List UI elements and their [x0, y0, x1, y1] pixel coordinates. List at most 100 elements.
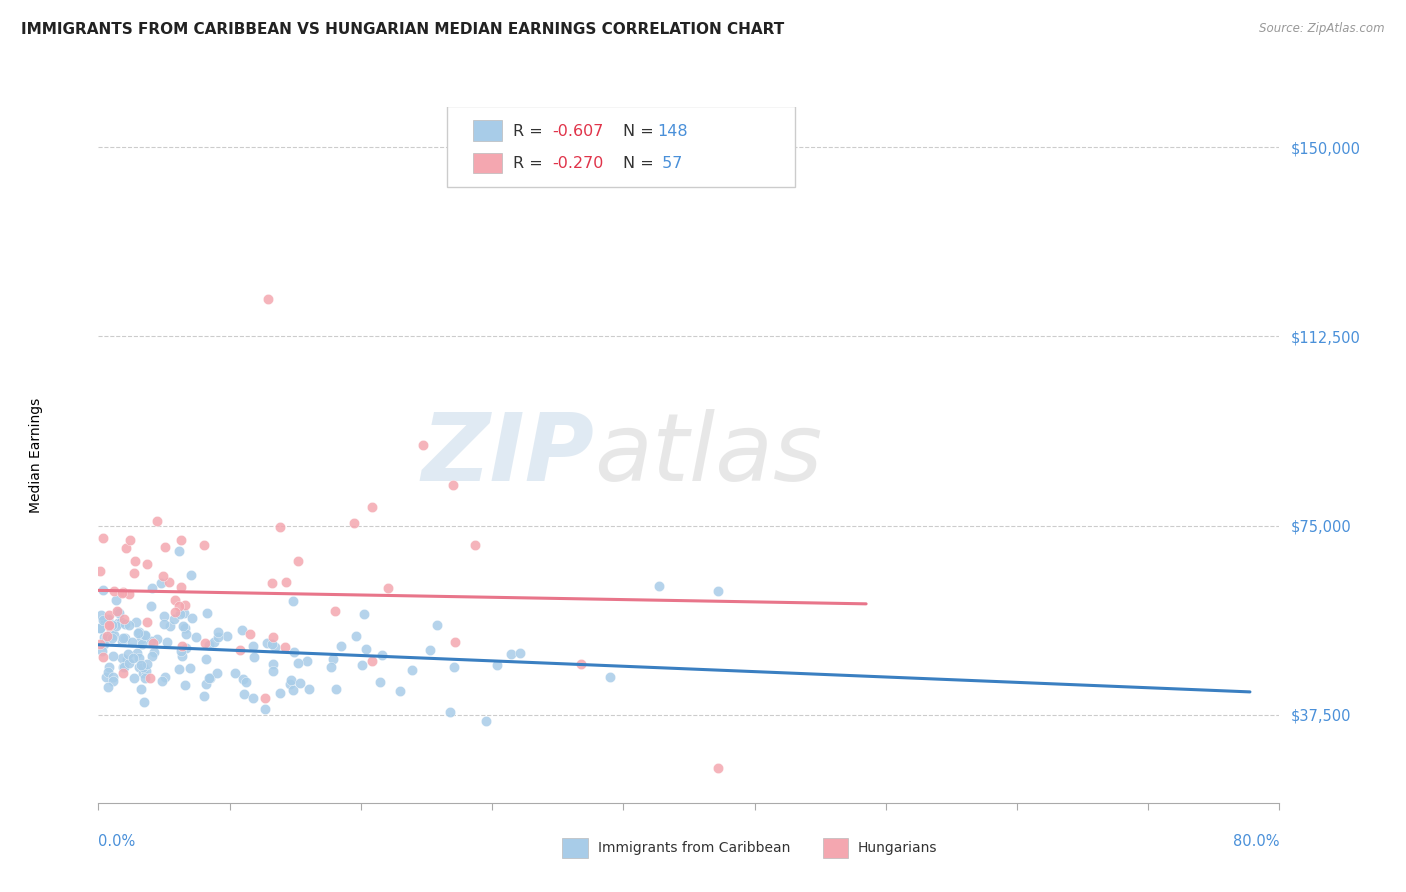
Point [142, 636, 165, 650]
Point [128, 625, 150, 640]
Point [153, 609, 176, 624]
Point [103, 628, 125, 642]
Point [444, 635, 467, 649]
Point [165, 605, 187, 619]
Point [242, 640, 264, 654]
Point [262, 664, 284, 678]
Point [91, 643, 114, 657]
Point [111, 650, 134, 665]
Point [298, 682, 321, 697]
Point [149, 576, 172, 591]
Text: -0.607: -0.607 [553, 124, 603, 139]
Point [707, 760, 730, 774]
Point [111, 631, 134, 645]
Point [239, 627, 262, 641]
Point [193, 538, 215, 552]
Point [96, 630, 118, 644]
Point [278, 676, 301, 690]
Point [283, 683, 305, 698]
Point [94, 613, 117, 627]
Point [91, 649, 114, 664]
Point [287, 656, 309, 670]
Point [368, 674, 391, 689]
Point [377, 582, 399, 596]
Point [89, 622, 111, 636]
Point [114, 617, 136, 632]
Point [193, 689, 215, 703]
Point [344, 629, 367, 643]
Point [96, 631, 118, 645]
Point [117, 647, 139, 661]
Point [485, 658, 508, 673]
Point [174, 627, 197, 641]
Point [135, 664, 157, 678]
Point [134, 630, 156, 644]
Point [254, 690, 277, 705]
Point [125, 615, 148, 629]
Text: R =: R = [513, 124, 548, 139]
Point [118, 656, 141, 670]
Point [253, 702, 276, 716]
Point [97, 665, 120, 679]
Text: atlas: atlas [595, 409, 823, 500]
Point [207, 624, 229, 639]
Point [115, 653, 138, 667]
Point [136, 657, 159, 672]
Point [97, 680, 120, 694]
Text: Immigrants from Caribbean: Immigrants from Caribbean [598, 841, 790, 855]
Point [97, 617, 120, 632]
Point [152, 569, 174, 583]
Point [93, 630, 115, 644]
Point [122, 566, 145, 580]
Point [107, 605, 129, 619]
Point [163, 612, 186, 626]
Point [263, 640, 285, 654]
Point [321, 660, 343, 674]
Point [101, 670, 124, 684]
Point [443, 660, 465, 674]
Text: Source: ZipAtlas.com: Source: ZipAtlas.com [1260, 22, 1385, 36]
Point [198, 671, 221, 685]
Point [131, 665, 153, 680]
Point [260, 576, 283, 591]
Point [401, 663, 423, 677]
Point [129, 658, 152, 673]
Point [110, 615, 132, 629]
Point [195, 651, 218, 665]
Point [118, 618, 141, 632]
Point [288, 675, 311, 690]
Point [93, 637, 115, 651]
Point [360, 500, 382, 514]
Bar [472, 120, 502, 141]
Text: 148: 148 [657, 124, 688, 139]
Point [89, 621, 111, 635]
Point [170, 644, 193, 658]
Point [112, 665, 135, 680]
Point [195, 677, 218, 691]
Point [146, 514, 169, 528]
Point [155, 540, 177, 554]
Text: ZIP: ZIP [422, 409, 595, 501]
Point [269, 519, 291, 533]
Point [280, 673, 302, 687]
Point [122, 671, 145, 685]
FancyBboxPatch shape [447, 106, 796, 187]
Point [132, 660, 155, 674]
Point [174, 621, 197, 635]
Point [103, 649, 125, 664]
Point [97, 607, 120, 622]
Point [153, 617, 176, 632]
Point [276, 574, 298, 589]
Point [180, 567, 202, 582]
Point [232, 672, 254, 686]
Point [134, 671, 156, 685]
Point [96, 669, 118, 683]
Point [105, 619, 128, 633]
Point [499, 647, 522, 661]
Point [90, 608, 112, 623]
Point [198, 638, 221, 652]
Point [170, 533, 193, 548]
Point [283, 645, 305, 659]
Point [167, 599, 190, 613]
Point [464, 538, 486, 552]
